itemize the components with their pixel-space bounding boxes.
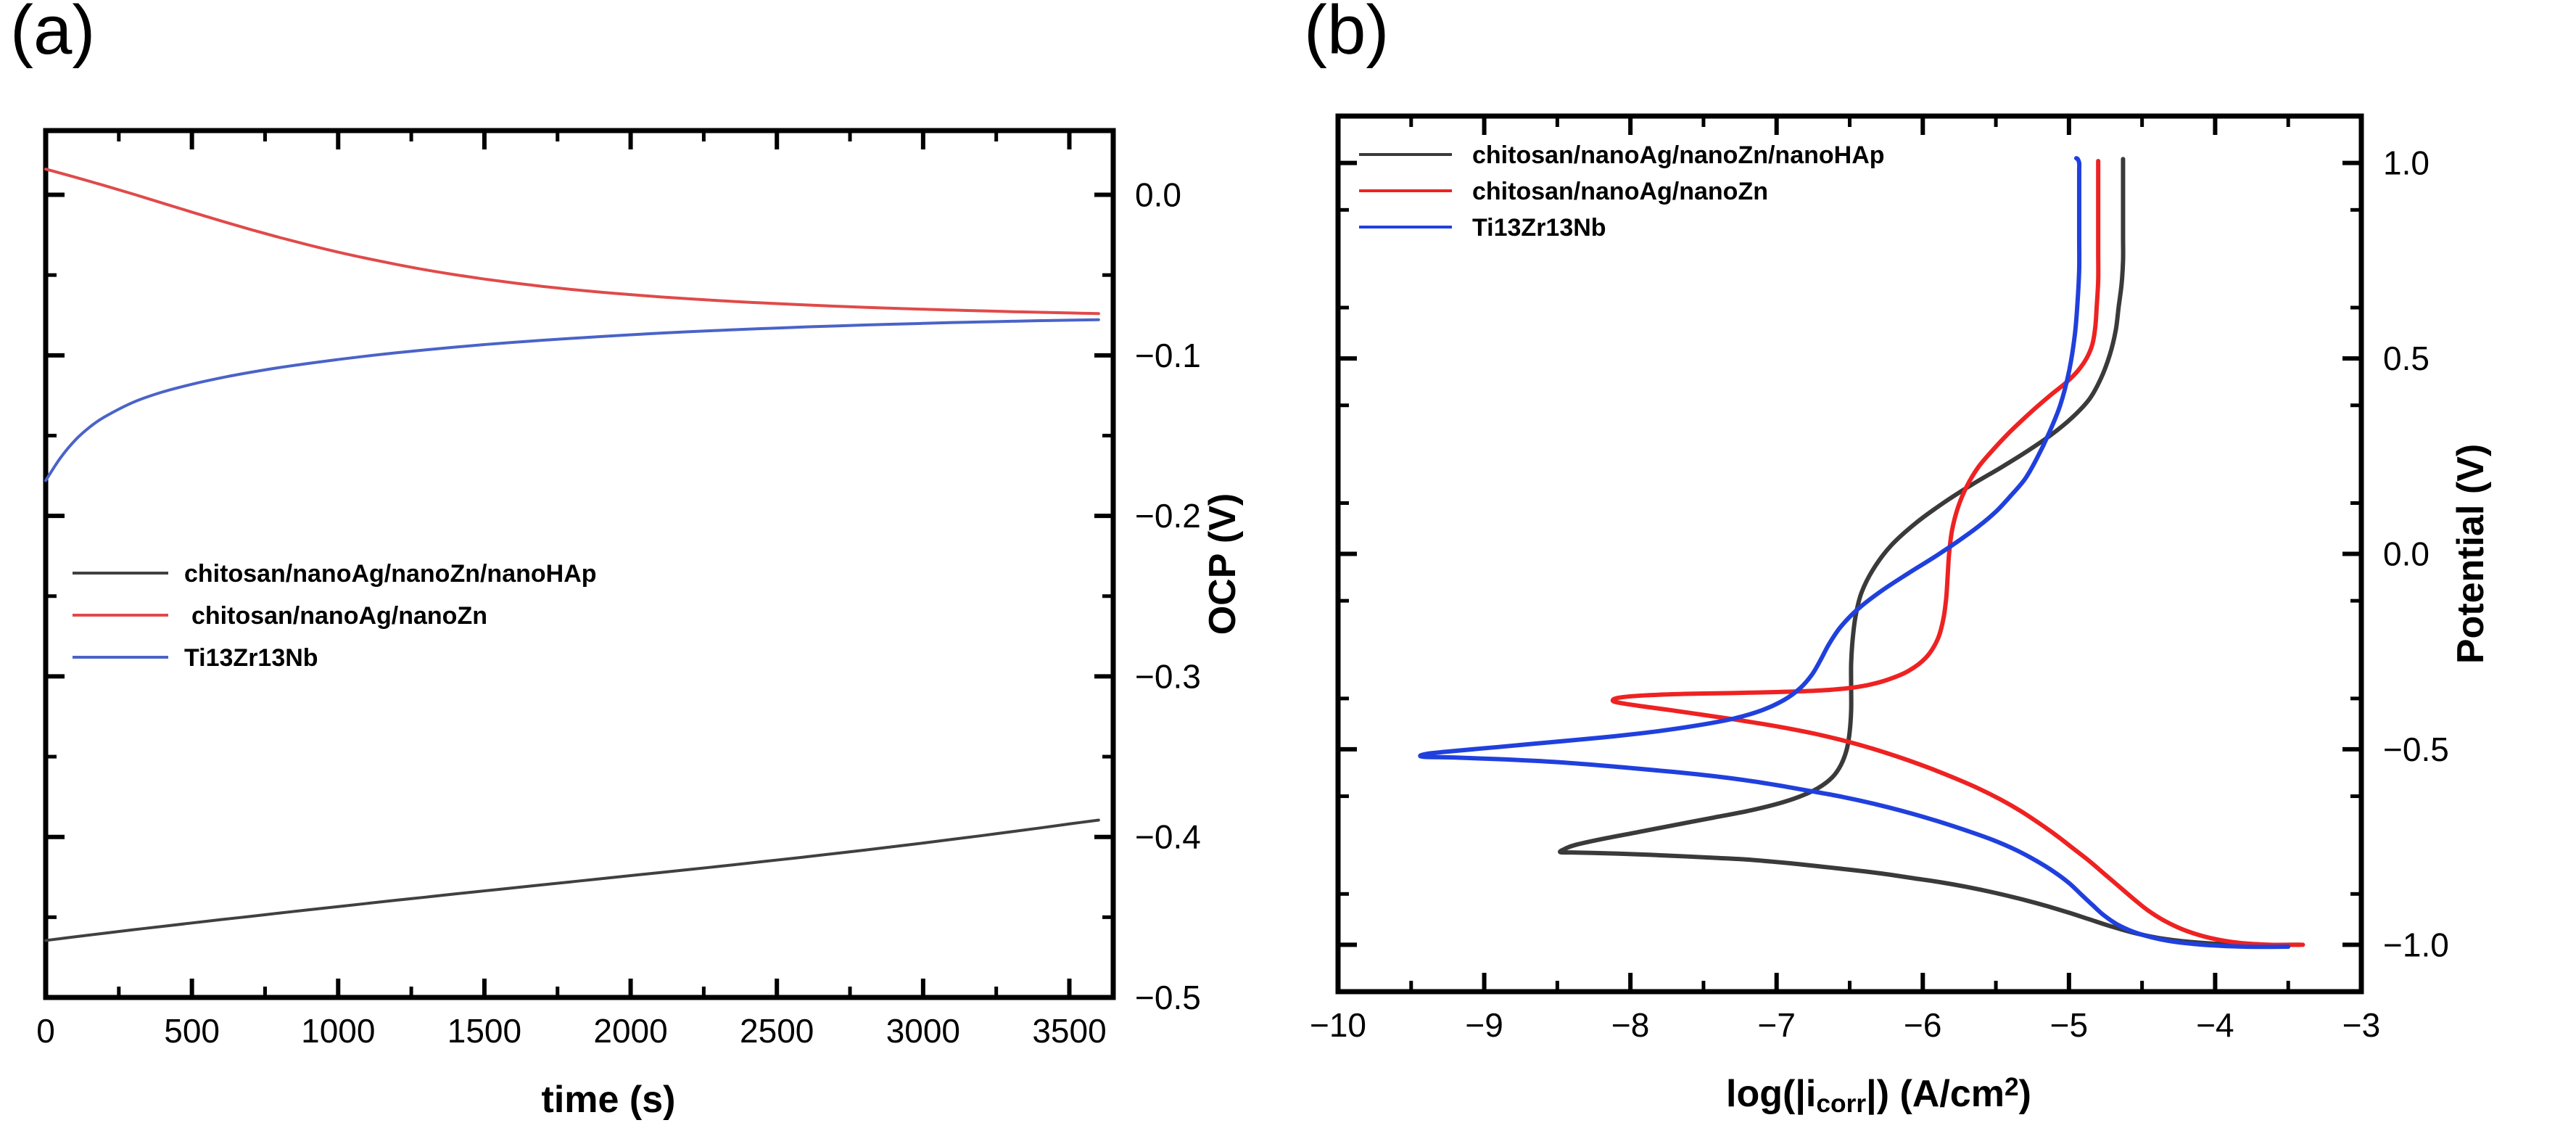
legend-label: chitosan/nanoAg/nanoZn xyxy=(191,602,487,630)
data-series-line xyxy=(1610,158,2305,947)
x-tick-label: −8 xyxy=(1611,1006,1649,1044)
x-tick-label: −4 xyxy=(2196,1006,2234,1044)
legend-label: Ti13Zr13Nb xyxy=(184,644,318,672)
x-tick-label: −5 xyxy=(2050,1006,2088,1044)
x-axis-ticks: −10 −9 −8 −7 −6 −5 −4 −3 xyxy=(1310,116,2380,1044)
y-tick-label: 0.0 xyxy=(2383,535,2430,573)
x-axis-title: log(|icorr|) (A/cm2) xyxy=(1726,1073,2031,1118)
x-tick-label: 3000 xyxy=(886,1012,960,1050)
x-tick-label: 2500 xyxy=(740,1012,814,1050)
panel-a-plot: 0 500 1000 1500 2000 2500 3000 3500 0.0 −0.1 −0.2 −… xyxy=(36,128,1244,1121)
legend-label: Ti13Zr13Nb xyxy=(1472,214,1606,242)
x-tick-label: 1000 xyxy=(301,1012,375,1050)
y-axis-title: Potential (V) xyxy=(2450,444,2492,664)
y-axis-title: OCP (V) xyxy=(1202,493,1244,635)
legend: chitosan/nanoAg/nanoZn/nanoHAp chitosan/n… xyxy=(73,560,597,672)
axis-titles: log(|icorr|) (A/cm2) Potential (V) xyxy=(1726,444,2492,1118)
axis-titles: time (s) OCP (V) xyxy=(542,493,1244,1121)
data-series-line xyxy=(1558,157,2303,947)
y-tick-label: −1.0 xyxy=(2383,926,2449,963)
series-group xyxy=(44,168,1100,942)
panel-b: (b) −10 −9 −8 −7 −6 −5 −4 −3 1.0 0.5 0.0 −0.5 −1.0 lo… xyxy=(1288,0,2576,1144)
y-tick-label: −0.4 xyxy=(1135,818,1201,856)
x-tick-label: −3 xyxy=(2342,1006,2380,1044)
y-tick-label: 0.5 xyxy=(2383,340,2430,377)
x-tick-label: −10 xyxy=(1310,1006,1366,1044)
x-axis-title: time (s) xyxy=(542,1079,676,1121)
x-tick-label: 2000 xyxy=(593,1012,667,1050)
y-tick-label: −0.5 xyxy=(1135,979,1201,1016)
series-group xyxy=(1418,156,2305,950)
axes-group xyxy=(1335,113,2364,995)
data-series-line xyxy=(44,168,1100,316)
legend: chitosan/nanoAg/nanoZn/nanoHAp chitosan/n… xyxy=(1359,141,1885,242)
data-series-line xyxy=(44,318,1100,482)
legend-label: chitosan/nanoAg/nanoZn/nanoHAp xyxy=(1472,141,1885,169)
data-series-line xyxy=(1418,156,2291,950)
y-tick-label: −0.1 xyxy=(1135,337,1201,374)
y-axis-ticks: 0.0 −0.1 −0.2 −0.3 −0.4 −0.5 xyxy=(46,176,1201,1016)
panel-a: (a) 0 500 1000 1500 2000 2500 3000 3500 0.0 −0.1 −… xyxy=(10,0,1244,1121)
legend-label: chitosan/nanoAg/nanoZn xyxy=(1472,178,1768,205)
y-axis-ticks: 1.0 0.5 0.0 −0.5 −1.0 xyxy=(1338,144,2449,994)
x-tick-label: 500 xyxy=(164,1012,220,1050)
data-series-line xyxy=(44,818,1100,942)
panel-b-plot: −10 −9 −8 −7 −6 −5 −4 −31.00.50.0−0.5−1.0log(|i… xyxy=(1310,113,2492,1118)
y-tick-label: −0.5 xyxy=(2383,731,2449,768)
plot-frame xyxy=(1335,113,2364,995)
y-tick-label: −0.2 xyxy=(1135,497,1201,535)
x-axis-ticks: 0 500 1000 1500 2000 2500 3000 3500 xyxy=(36,131,1107,1050)
x-tick-label: 0 xyxy=(36,1012,55,1050)
legend-label: chitosan/nanoAg/nanoZn/nanoHAp xyxy=(184,560,597,588)
x-tick-label: −7 xyxy=(1757,1006,1795,1044)
y-tick-label: 0.0 xyxy=(1135,176,1181,214)
x-tick-label: −6 xyxy=(1904,1006,1941,1044)
panel-a-letter: (a) xyxy=(10,0,96,69)
x-tick-label: 1500 xyxy=(447,1012,521,1050)
x-tick-label: 3500 xyxy=(1032,1012,1106,1050)
panel-b-letter: (b) xyxy=(1304,0,1390,69)
y-tick-label: −0.3 xyxy=(1135,657,1201,695)
x-tick-label: −9 xyxy=(1465,1006,1503,1044)
y-tick-label: 1.0 xyxy=(2383,144,2430,182)
